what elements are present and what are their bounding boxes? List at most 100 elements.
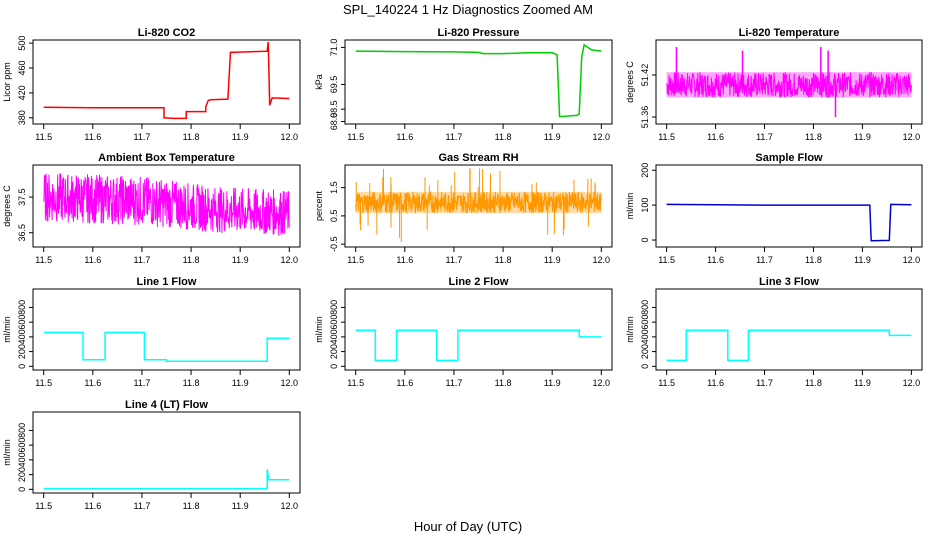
y-axis-label: ml/min (314, 316, 324, 343)
x-tick-label: 11.8 (183, 132, 200, 142)
y-tick-label: 200 (329, 344, 339, 359)
x-tick-label: 11.7 (134, 132, 151, 142)
series-line (355, 43, 602, 118)
y-tick-label: 1.5 (329, 181, 339, 194)
x-tick-label: 11.9 (854, 255, 871, 265)
x-tick-label: 11.5 (658, 255, 675, 265)
x-tick-label: 11.5 (35, 132, 52, 142)
panel-li-820-temperature: Li-820 Temperature 11.5 11.6 11.7 11.8 11.9 12… (625, 27, 923, 142)
x-tick-label: 12.0 (281, 501, 299, 511)
y-axis-label: ml/min (625, 193, 635, 220)
y-axis-label: ml/min (2, 439, 12, 466)
y-axis-label: Licor ppm (2, 62, 12, 102)
x-tick-label: 11.6 (396, 378, 413, 388)
y-tick-label: 71.0 (329, 39, 339, 57)
x-tick-label: 11.9 (232, 501, 249, 511)
plot-box (32, 39, 301, 125)
series-band (355, 190, 602, 214)
y-tick-label: 36.5 (17, 224, 27, 242)
x-tick-label: 12.0 (903, 378, 921, 388)
y-tick-label: 460 (17, 60, 27, 75)
x-tick-label: 11.9 (232, 255, 249, 265)
panel-line-4-lt-flow: Line 4 (LT) Flow 11.5 11.6 11.7 11.8 11.9 12.0… (2, 399, 301, 511)
y-tick-label: 0 (640, 238, 650, 243)
x-tick-label: 11.7 (446, 255, 463, 265)
x-tick-label: 12.0 (281, 378, 299, 388)
panel-title: Line 1 Flow (137, 276, 197, 288)
y-axis-label: degrees C (625, 61, 635, 103)
x-tick-label: 11.9 (544, 378, 561, 388)
panel-title: Li-820 Pressure (438, 27, 520, 39)
x-tick-label: 11.5 (347, 378, 364, 388)
x-tick-label: 11.8 (805, 255, 822, 265)
panel-title: Gas Stream RH (438, 152, 518, 164)
panel-title: Li-820 CO2 (138, 27, 195, 39)
y-tick-label: 400 (17, 452, 27, 467)
panel-line-2-flow: Line 2 Flow 11.5 11.6 11.7 11.8 11.9 12.0 0 2004… (314, 276, 613, 388)
x-tick-label: 12.0 (593, 255, 611, 265)
x-tick-label: 11.7 (756, 378, 773, 388)
y-tick-label: -0.5 (329, 236, 339, 252)
y-tick-label: 200 (17, 344, 27, 359)
y-tick-label: 0 (17, 487, 27, 492)
series-band (43, 173, 290, 236)
panels: Li-820 CO2 11.5 11.6 11.7 11.8 11.9 12.0 380 420… (2, 27, 923, 511)
y-tick-label: 200 (640, 344, 650, 359)
x-tick-label: 11.8 (183, 378, 200, 388)
x-tick-label: 11.5 (658, 132, 675, 142)
y-axis-label: kPa (314, 74, 324, 90)
x-tick-label: 11.9 (232, 378, 249, 388)
x-tick-label: 11.7 (446, 132, 463, 142)
series-line (666, 203, 912, 242)
x-tick-label: 11.8 (495, 255, 512, 265)
y-tick-label: 0.5 (329, 210, 339, 223)
y-tick-label: 400 (640, 329, 650, 344)
y-tick-label: 68.5 (329, 100, 339, 118)
y-tick-label: 600 (640, 315, 650, 330)
x-tick-label: 11.6 (84, 501, 101, 511)
x-tick-label: 11.6 (707, 255, 724, 265)
y-axis-label: ml/min (625, 316, 635, 343)
panel-sample-flow: Sample Flow 11.5 11.6 11.7 11.8 11.9 12.0 0 100 2… (625, 152, 923, 265)
x-tick-label: 11.7 (134, 501, 151, 511)
panel-title: Sample Flow (755, 152, 823, 164)
y-tick-label: 400 (329, 329, 339, 344)
y-tick-label: 100 (640, 198, 650, 213)
x-tick-label: 11.5 (347, 255, 364, 265)
y-tick-label: 600 (17, 315, 27, 330)
x-tick-label: 12.0 (281, 255, 299, 265)
y-tick-label: 800 (640, 300, 650, 315)
series-line (43, 469, 290, 490)
x-tick-label: 11.6 (84, 378, 101, 388)
panel-li-820-co2: Li-820 CO2 11.5 11.6 11.7 11.8 11.9 12.0 380 420… (2, 27, 301, 142)
x-tick-label: 11.6 (396, 255, 413, 265)
panel-gas-stream-rh: Gas Stream RH 11.5 11.6 11.7 11.8 11.9 12.0 -0.… (314, 152, 613, 265)
x-tick-label: 11.9 (544, 255, 561, 265)
x-tick-label: 11.5 (35, 255, 52, 265)
y-tick-label: 500 (17, 36, 27, 51)
x-tick-label: 11.6 (707, 132, 724, 142)
x-tick-label: 11.8 (805, 132, 822, 142)
x-tick-label: 11.9 (544, 132, 561, 142)
panel-title: Line 3 Flow (759, 276, 819, 288)
panel-title: Li-820 Temperature (739, 27, 840, 39)
plot-box (32, 288, 301, 371)
plot-box (32, 164, 301, 248)
y-axis-label: percent (314, 190, 324, 221)
series-band-fill (666, 72, 912, 98)
y-tick-label: 600 (17, 438, 27, 453)
x-tick-label: 11.7 (756, 132, 773, 142)
series-line (355, 329, 602, 362)
panel-ambient-box-temperature: Ambient Box Temperature 11.5 11.6 11.7 11.8 1… (2, 152, 301, 265)
plot-box (655, 288, 923, 371)
plot-box (344, 288, 613, 371)
x-tick-label: 11.9 (854, 378, 871, 388)
y-tick-label: 420 (17, 85, 27, 100)
plot-box (655, 164, 923, 248)
y-tick-label: 0 (17, 364, 27, 369)
x-tick-label: 11.7 (756, 255, 773, 265)
figure-title: SPL_140224 1 Hz Diagnostics Zoomed AM (343, 2, 593, 17)
panel-title: Line 2 Flow (449, 276, 509, 288)
y-tick-label: 51.42 (640, 64, 650, 87)
